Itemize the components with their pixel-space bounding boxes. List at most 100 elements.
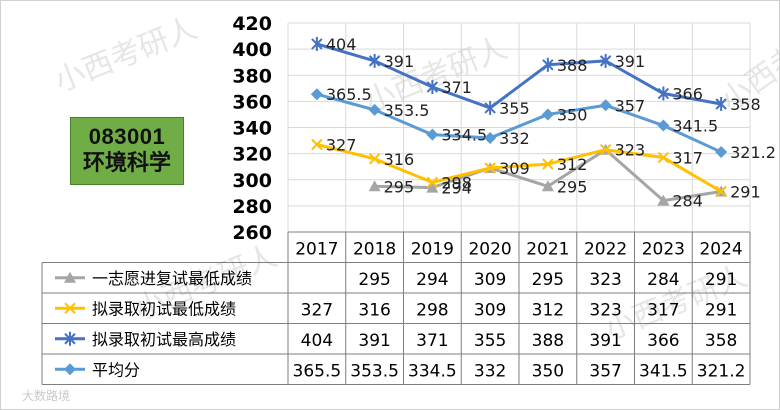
data-point-triangle [657,194,670,206]
table-cell-value: 358 [705,331,737,351]
data-label: 334.5 [441,126,487,145]
series-line [316,42,722,110]
marker-stroke [426,176,439,189]
data-point-diamond [484,131,497,144]
table-cell-value: 284 [647,270,679,290]
legend-label: 拟录取初试最低成绩 [92,299,236,318]
data-point-x [64,302,76,314]
table-cell-value: 291 [705,270,737,290]
data-point-diamond [368,103,381,116]
program-name: 环境科学 [82,151,171,176]
data-label: 371 [441,78,472,97]
marker-stroke [599,143,612,156]
data-label: 350 [557,105,588,124]
table-cell-value: 295 [358,270,390,290]
data-point-star [542,57,554,72]
program-code: 083001 [88,124,166,149]
table-cell-value: 391 [589,331,621,351]
table-cell-value: 327 [301,300,333,320]
series-line [374,148,722,203]
data-point-x [599,143,612,156]
data-label: 358 [730,95,761,114]
table-cell-value: 298 [416,300,448,320]
data-point-x [426,176,439,189]
data-point-x [542,158,554,170]
table-cell-value: 404 [301,331,333,351]
footer-watermark: 大数路境 [22,389,71,403]
data-label: 366 [672,85,703,104]
marker-stroke [657,151,670,164]
data-label: 332 [499,129,530,148]
marker-stroke [64,302,76,314]
table-cell-value: 350 [532,361,564,381]
data-point-star [657,86,670,101]
legend-label: 拟录取初试最高成绩 [92,330,236,349]
data-point-star [426,80,439,95]
data-label: 341.5 [672,117,718,136]
marker-stroke [542,158,554,170]
data-label: 316 [384,150,415,169]
data-label: 388 [557,56,588,75]
y-tick-label: 300 [232,170,272,192]
data-label: 404 [326,35,357,54]
table-cell-value: 355 [474,331,506,351]
table-cell-value: 365.5 [293,361,342,381]
data-point-diamond [310,88,323,101]
table-cell-value: 295 [532,270,564,290]
data-point-diamond [599,99,612,112]
data-point-star [64,331,76,346]
watermark-text: 小西考研人 [50,11,202,100]
data-label: 298 [441,173,472,192]
table-cell-value: 291 [705,300,737,320]
data-label: 317 [672,149,703,168]
data-point-triangle [426,181,439,193]
data-label: 295 [557,177,588,196]
table-cell-value: 323 [589,300,621,320]
data-point-star [715,96,727,111]
x-tick-label: 2024 [699,239,742,259]
program-badge: 083001 环境科学 [70,117,184,185]
table-cell-value: 309 [474,300,506,320]
data-point-diamond [426,128,439,141]
data-label: 295 [384,177,415,196]
table-cell-value: 357 [589,361,621,381]
data-point-x [484,162,496,174]
table-cell-value: 371 [416,331,448,351]
table-cell-value: 388 [532,331,564,351]
data-point-star [311,36,323,51]
data-label: 312 [557,155,588,174]
data-label: 323 [615,141,646,160]
legend-label: 平均分 [92,360,140,379]
table-cell-value: 316 [358,300,390,320]
data-point-star [368,53,381,68]
table-cell-value: 341.5 [639,361,688,381]
marker-stroke [368,153,381,165]
data-label: 294 [441,179,472,198]
table-cell-value: 323 [589,270,621,290]
data-point-triangle [64,271,76,283]
data-label: 321.2 [730,143,776,162]
y-tick-label: 380 [232,65,272,87]
table-cell-value: 309 [474,270,506,290]
marker-stroke [715,185,727,198]
y-tick-label: 260 [232,222,272,244]
y-tick-label: 400 [232,39,272,61]
x-tick-label: 2020 [468,239,511,259]
legend-label: 一志愿进复试最低成绩 [92,269,252,288]
table-cell-value: 366 [647,331,679,351]
data-point-diamond [657,119,670,132]
data-label: 391 [615,52,646,71]
y-tick-label: 340 [232,118,272,140]
data-label: 353.5 [384,101,430,120]
data-label: 291 [730,183,761,202]
data-point-diamond [541,108,554,121]
x-tick-label: 2022 [584,239,627,259]
marker-stroke [311,138,323,151]
y-tick-label: 320 [232,144,272,166]
x-tick-label: 2018 [353,239,396,259]
data-point-x [311,138,323,151]
data-label: 355 [499,99,530,118]
table-cell-value: 317 [647,300,679,320]
table-cell-value: 312 [532,300,564,320]
